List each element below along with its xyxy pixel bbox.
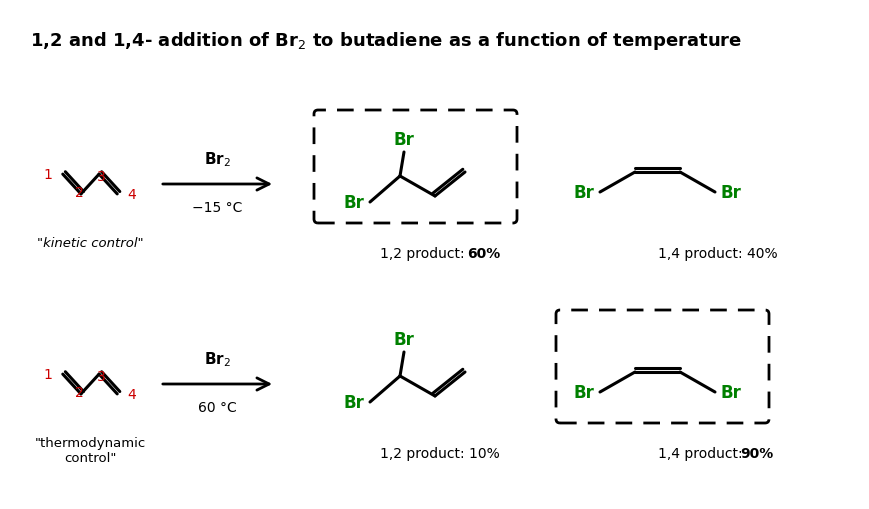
Text: 60 °C: 60 °C: [198, 400, 236, 414]
Text: 60%: 60%: [467, 246, 500, 261]
Text: 1,2 product:: 1,2 product:: [380, 246, 468, 261]
Text: 90%: 90%: [740, 446, 773, 460]
Text: Br: Br: [720, 383, 741, 401]
Text: 2: 2: [75, 385, 83, 399]
Text: control": control": [63, 451, 116, 464]
Text: "kinetic control": "kinetic control": [36, 237, 143, 249]
Text: Br: Br: [342, 393, 363, 411]
Text: Br: Br: [720, 184, 741, 202]
Text: −15 °C: −15 °C: [192, 201, 242, 215]
Text: Br: Br: [393, 330, 414, 348]
Text: 1,4 product:: 1,4 product:: [657, 446, 746, 460]
Text: 1: 1: [43, 367, 53, 381]
Text: 4: 4: [127, 387, 136, 401]
Text: 4: 4: [127, 187, 136, 202]
Text: "thermodynamic: "thermodynamic: [35, 436, 145, 449]
Text: 1,2 product: 10%: 1,2 product: 10%: [380, 446, 499, 460]
Text: 2: 2: [75, 186, 83, 200]
Text: Br: Br: [393, 131, 414, 149]
Text: Br: Br: [342, 193, 363, 212]
Text: 3: 3: [96, 370, 105, 383]
Text: Br$_2$: Br$_2$: [203, 150, 231, 168]
Text: Br$_2$: Br$_2$: [203, 350, 231, 369]
Text: 1,2 and 1,4- addition of Br$_2$ to butadiene as a function of temperature: 1,2 and 1,4- addition of Br$_2$ to butad…: [30, 30, 741, 52]
Text: Br: Br: [573, 184, 594, 202]
Text: 1: 1: [43, 168, 53, 182]
Text: Br: Br: [573, 383, 594, 401]
Text: 1,4 product: 40%: 1,4 product: 40%: [657, 246, 777, 261]
Text: 3: 3: [96, 170, 105, 184]
